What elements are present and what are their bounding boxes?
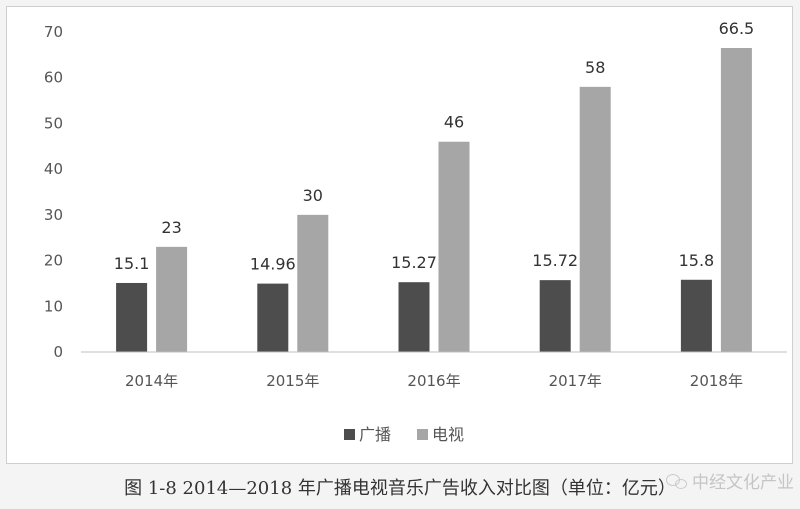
x-tick-label: 2015年 xyxy=(266,372,319,390)
bar-radio-1 xyxy=(257,283,289,352)
x-tick-label: 2014年 xyxy=(125,372,178,390)
chart-frame: 0 10 20 30 40 50 60 70 15.1 23 14.96 30 15.27 46 15.7… xyxy=(6,6,793,464)
legend-swatch xyxy=(344,429,355,440)
data-label: 46 xyxy=(444,113,464,132)
data-label: 15.1 xyxy=(114,254,150,273)
data-label: 30 xyxy=(303,186,323,205)
legend-label: 电视 xyxy=(432,425,464,444)
bar-radio-2 xyxy=(398,282,430,352)
bar-tv-1 xyxy=(297,214,329,352)
chart-caption: 图 1-8 2014—2018 年广播电视音乐广告收入对比图（单位：亿元） xyxy=(124,478,676,499)
legend: 广播 电视 xyxy=(344,425,464,444)
bars xyxy=(116,48,752,352)
bar-tv-0 xyxy=(156,246,188,352)
data-label: 58 xyxy=(585,58,605,77)
wechat-icon xyxy=(666,473,688,489)
x-axis-labels: 2014年 2015年 2016年 2017年 2018年 xyxy=(125,372,743,390)
bar-tv-3 xyxy=(579,86,611,352)
bar-radio-0 xyxy=(116,282,148,352)
legend-label: 广播 xyxy=(359,425,391,444)
data-label: 15.72 xyxy=(532,251,578,270)
watermark-text: 中经文化产业 xyxy=(692,473,794,493)
data-labels: 15.1 23 14.96 30 15.27 46 15.72 58 15.8 66.5 xyxy=(114,19,754,274)
bar-chart: 0 10 20 30 40 50 60 70 15.1 23 14.96 30 15.27 46 15.7… xyxy=(44,19,787,444)
y-tick-label: 50 xyxy=(44,114,63,132)
data-label: 23 xyxy=(161,218,181,237)
bar-tv-4 xyxy=(720,48,752,352)
data-label: 66.5 xyxy=(719,19,755,38)
x-tick-label: 2018年 xyxy=(690,372,743,390)
bar-radio-4 xyxy=(680,279,712,352)
legend-swatch xyxy=(417,429,428,440)
bar-tv-2 xyxy=(438,141,470,352)
watermark: 中经文化产业 xyxy=(666,468,794,493)
y-tick-label: 0 xyxy=(53,343,63,361)
y-tick-label: 30 xyxy=(44,206,63,224)
x-tick-label: 2016年 xyxy=(407,372,460,390)
data-label: 14.96 xyxy=(250,255,296,274)
data-label: 15.8 xyxy=(679,251,715,270)
x-tick-label: 2017年 xyxy=(549,372,602,390)
data-label: 15.27 xyxy=(391,253,437,272)
y-tick-label: 10 xyxy=(44,297,63,315)
y-tick-label: 60 xyxy=(44,69,63,87)
y-tick-label: 70 xyxy=(44,23,63,41)
bar-radio-3 xyxy=(539,280,571,352)
y-tick-label: 40 xyxy=(44,160,63,178)
y-tick-label: 20 xyxy=(44,252,63,270)
y-axis-ticks: 0 10 20 30 40 50 60 70 xyxy=(44,23,63,361)
